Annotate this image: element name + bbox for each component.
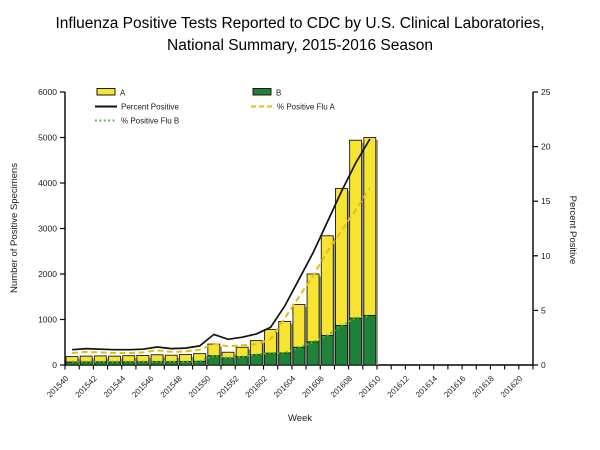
bar-segment-flu-b (179, 361, 192, 366)
legend-label-flu-a: A (120, 89, 126, 98)
x-axis-tick-label: 201608 (329, 374, 355, 400)
left-axis-tick-label: 4000 (38, 178, 57, 188)
bar-segment-flu-a (235, 346, 249, 358)
bar-segment-flu-b (278, 352, 292, 366)
x-axis-tick-label: 201542 (74, 374, 100, 400)
bar-segment-flu-a (335, 188, 348, 326)
bar-segment-flu-a (193, 353, 207, 362)
bar-segment-flu-b (235, 356, 249, 366)
x-axis-tick-label: 201612 (386, 374, 412, 400)
chart-title-line2: National Summary, 2015-2016 Season (167, 36, 433, 54)
bar-segment-flu-a (363, 137, 377, 316)
percent-flu-a-line (72, 187, 371, 354)
right-axis-tick-label: 15 (541, 196, 551, 206)
bar-segment-flu-b (122, 361, 136, 366)
x-axis-tick-label: 201604 (272, 374, 298, 400)
x-axis-tick-label: 201606 (300, 374, 326, 400)
right-axis-tick-label: 0 (541, 360, 546, 370)
chart-title: Influenza Positive Tests Reported to CDC… (0, 13, 600, 56)
stacked-bars-layer (65, 137, 378, 366)
x-axis-tick-label: 201614 (414, 374, 440, 400)
bar-segment-flu-b (207, 355, 221, 366)
right-axis-title: Percent Positive (567, 196, 578, 265)
chart-title-line1: Influenza Positive Tests Reported to CDC… (55, 15, 545, 32)
bar-segment-flu-b (335, 324, 348, 366)
legend-label-percent-flu-b: % Positive Flu B (121, 117, 179, 126)
bar-segment-flu-a (150, 354, 164, 363)
bar-segment-flu-a (349, 139, 363, 319)
bar-segment-flu-b (164, 361, 178, 366)
left-axis-tick-label: 1000 (38, 315, 57, 325)
bar-segment-flu-a (306, 273, 320, 343)
legend-label-flu-b: B (276, 89, 281, 98)
right-axis-tick-label: 5 (541, 305, 546, 315)
right-axis-tick-label: 20 (541, 142, 551, 152)
left-axis-tick-label: 0 (52, 360, 57, 370)
bar-segment-flu-b (349, 317, 363, 366)
x-axis-tick-label: 201616 (442, 374, 468, 400)
legend-label-percent-flu-a: % Positive Flu A (277, 103, 335, 112)
left-axis-tick-label: 2000 (38, 269, 57, 279)
left-axis-tick-label: 5000 (38, 133, 57, 143)
right-axis-tick-label: 10 (541, 251, 551, 261)
x-axis-tick-label: 201540 (45, 374, 71, 400)
bar-segment-flu-a (164, 354, 178, 363)
x-axis-tick-label: 201618 (471, 374, 497, 400)
left-axis-tick-label: 3000 (38, 224, 57, 234)
percent-positive-line (72, 138, 371, 351)
bar-segment-flu-b (221, 357, 235, 366)
bar-segment-flu-a (122, 355, 136, 363)
percent-lines-layer (72, 138, 371, 363)
legend-swatch-flu-a (96, 88, 116, 96)
bar-segment-flu-b (264, 352, 277, 366)
bar-segment-flu-a (93, 355, 107, 363)
bar-segment-flu-b (108, 361, 121, 366)
x-axis-tick-label: 201544 (102, 374, 128, 400)
bar-segment-flu-a (278, 321, 292, 354)
bar-segment-flu-b (363, 314, 377, 366)
percent-flu-b-line (72, 314, 371, 363)
x-axis-tick-label: 201546 (130, 374, 156, 400)
bar-segment-flu-a (221, 351, 235, 359)
x-axis-tick-label: 201550 (187, 374, 213, 400)
x-axis-tick-label: 201602 (244, 374, 270, 400)
left-axis-title: Number of Positive Specimens (9, 163, 20, 293)
bar-segment-flu-a (179, 354, 192, 362)
legend: A B Percent Positive % Positive Flu A % … (95, 88, 335, 126)
bar-segment-flu-a (65, 356, 79, 363)
x-axis-tick-label: 201552 (215, 374, 241, 400)
legend-swatch-flu-b (252, 88, 272, 96)
x-axis-tick-label: 201610 (357, 374, 383, 400)
bar-segment-flu-b (306, 341, 320, 366)
legend-label-percent-positive: Percent Positive (121, 103, 179, 112)
bar-segment-flu-a (292, 304, 306, 348)
bar-segment-flu-a (108, 355, 121, 363)
x-axis-tick-label: 201548 (159, 374, 185, 400)
bar-segment-flu-a (264, 329, 277, 354)
bar-segment-flu-b (320, 334, 334, 366)
right-axis-tick-label: 25 (541, 87, 551, 97)
left-axis-tick-label: 6000 (38, 87, 57, 97)
x-axis-title: Week (288, 413, 312, 424)
x-axis-tick-label: 201620 (499, 374, 525, 400)
